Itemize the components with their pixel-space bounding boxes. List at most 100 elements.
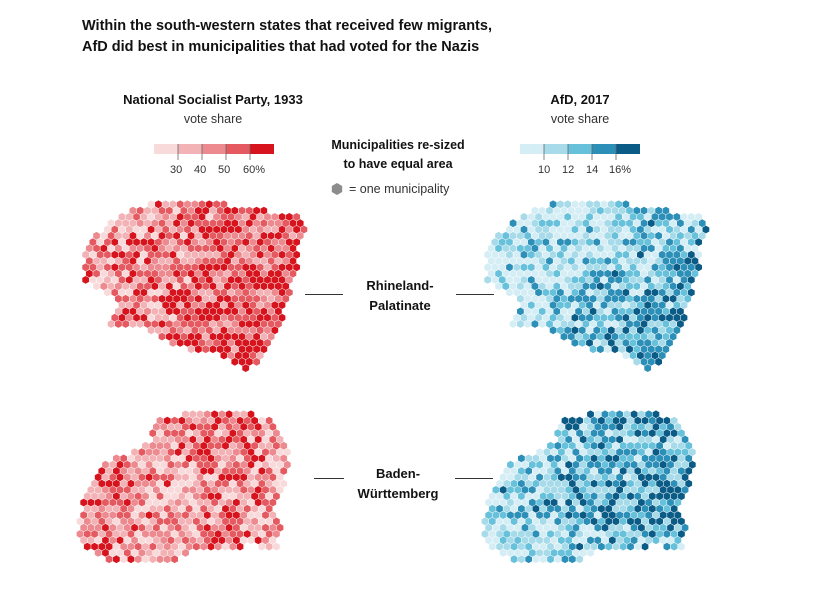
municipality-hex xyxy=(265,416,273,425)
municipality-hex xyxy=(640,269,648,278)
municipality-hex xyxy=(667,536,674,545)
municipality-hex xyxy=(225,523,233,532)
municipality-hex xyxy=(289,219,297,228)
municipality-hex xyxy=(520,213,528,221)
municipality-hex xyxy=(171,555,178,564)
municipality-hex xyxy=(673,326,681,335)
municipality-hex xyxy=(167,435,175,444)
municipality-hex xyxy=(510,542,518,551)
municipality-hex xyxy=(582,231,590,240)
municipality-hex xyxy=(561,492,569,501)
municipality-hex xyxy=(565,473,572,482)
municipality-hex xyxy=(155,213,162,221)
municipality-hex xyxy=(518,492,525,501)
municipality-hex xyxy=(267,219,275,228)
municipality-hex xyxy=(488,517,496,526)
municipality-hex xyxy=(685,454,693,463)
municipality-hex xyxy=(258,416,266,425)
municipality-hex xyxy=(659,423,667,431)
municipality-hex xyxy=(517,282,524,291)
municipality-hex xyxy=(236,504,244,513)
municipality-hex xyxy=(231,269,239,278)
municipality-hex xyxy=(637,326,644,335)
rhineland-palatinate-2017-map xyxy=(484,200,710,372)
municipality-hex xyxy=(176,276,184,284)
municipality-hex xyxy=(652,473,660,482)
municipality-hex xyxy=(658,276,666,284)
municipality-hex xyxy=(553,282,561,291)
municipality-hex xyxy=(564,263,571,272)
municipality-hex xyxy=(107,219,115,228)
municipality-hex xyxy=(644,276,652,284)
municipality-hex xyxy=(149,530,157,538)
municipality-hex xyxy=(196,498,204,507)
municipality-hex xyxy=(216,294,224,303)
municipality-hex xyxy=(513,276,521,284)
municipality-hex xyxy=(96,276,104,284)
municipality-hex xyxy=(597,332,604,341)
municipality-hex xyxy=(220,276,228,284)
municipality-hex xyxy=(102,536,109,545)
municipality-hex xyxy=(193,492,200,501)
municipality-hex xyxy=(554,542,562,551)
municipality-hex xyxy=(651,313,659,322)
municipality-hex xyxy=(626,320,633,328)
municipality-hex xyxy=(598,416,605,425)
municipality-hex xyxy=(684,282,692,291)
municipality-hex xyxy=(634,504,642,513)
municipality-hex xyxy=(579,498,587,507)
municipality-hex xyxy=(593,326,601,335)
municipality-hex xyxy=(178,429,186,438)
municipality-hex xyxy=(532,530,540,538)
municipality-hex xyxy=(169,326,177,335)
municipality-hex xyxy=(111,225,119,234)
municipality-hex xyxy=(256,301,264,309)
municipality-hex xyxy=(109,511,117,519)
municipality-hex xyxy=(568,416,576,425)
municipality-hex xyxy=(236,530,244,538)
municipality-hex xyxy=(258,517,266,526)
municipality-hex xyxy=(200,441,208,450)
municipality-hex xyxy=(524,244,531,253)
municipality-hex xyxy=(590,530,598,538)
municipality-hex xyxy=(651,339,659,347)
municipality-hex xyxy=(218,536,226,545)
municipality-hex xyxy=(240,423,248,431)
municipality-hex xyxy=(120,454,127,463)
municipality-hex xyxy=(600,225,608,234)
municipality-hex xyxy=(113,542,120,551)
municipality-hex xyxy=(673,225,681,234)
municipality-hex xyxy=(145,486,153,494)
municipality-hex xyxy=(488,504,496,513)
municipality-hex xyxy=(116,523,124,532)
municipality-hex xyxy=(218,498,226,507)
municipality-hex xyxy=(546,294,553,303)
municipality-hex xyxy=(553,320,561,328)
municipality-hex xyxy=(547,467,554,475)
municipality-hex xyxy=(695,213,702,221)
municipality-hex xyxy=(200,542,208,551)
municipality-hex xyxy=(260,219,268,228)
municipality-hex xyxy=(605,479,613,488)
municipality-hex xyxy=(666,276,673,284)
municipality-hex xyxy=(629,351,637,360)
municipality-hex xyxy=(565,486,572,494)
municipality-hex xyxy=(185,441,193,450)
municipality-hex xyxy=(607,263,615,272)
municipality-hex xyxy=(256,288,264,297)
municipality-hex xyxy=(171,504,178,513)
municipality-hex xyxy=(601,511,609,519)
municipality-hex xyxy=(216,282,224,291)
municipality-hex xyxy=(87,536,95,545)
municipality-hex xyxy=(233,448,240,456)
municipality-hex xyxy=(659,435,667,444)
municipality-hex xyxy=(667,473,674,482)
municipality-hex xyxy=(669,282,677,291)
municipality-hex xyxy=(514,486,522,494)
municipality-hex xyxy=(644,238,652,246)
municipality-hex xyxy=(216,231,224,240)
municipality-hex xyxy=(236,492,244,501)
municipality-hex xyxy=(260,282,268,291)
municipality-hex xyxy=(604,307,612,316)
municipality-hex xyxy=(144,219,151,228)
